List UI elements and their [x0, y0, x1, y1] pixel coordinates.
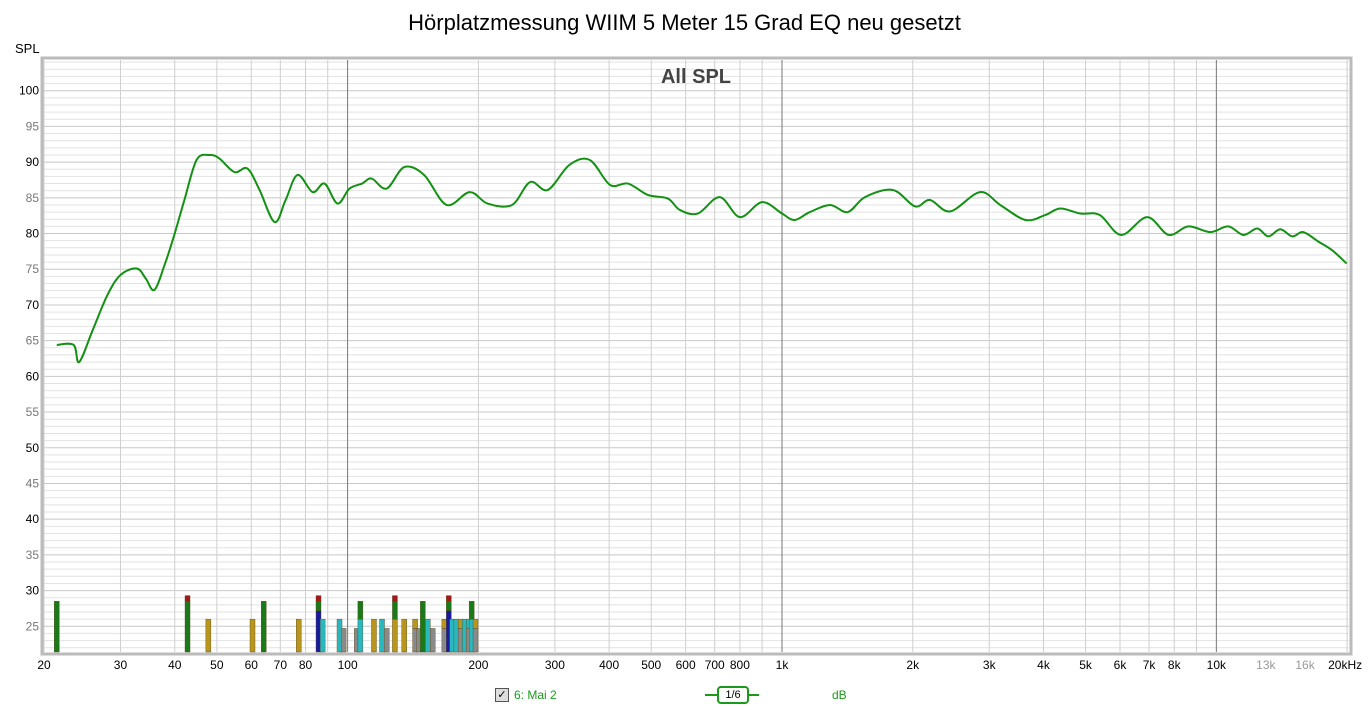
x-tick-label: 600	[676, 658, 696, 672]
x-tick-label: 2k	[906, 658, 920, 672]
y-tick-label: 35	[26, 548, 40, 562]
measurement-checkbox[interactable]: ✓	[495, 688, 509, 702]
y-tick-label: 75	[26, 262, 40, 276]
x-tick-label: 50	[210, 658, 224, 672]
x-tick-label: 700	[705, 658, 725, 672]
spl-curve	[56, 153, 1348, 364]
filter-marker-bar	[441, 628, 448, 653]
x-tick-label: 3k	[983, 658, 997, 672]
y-tick-label: 40	[26, 512, 40, 526]
unit-label: dB	[832, 688, 847, 702]
filter-marker-bar	[446, 601, 452, 611]
filter-marker-bar	[441, 618, 448, 629]
x-tick-label: 500	[641, 658, 661, 672]
y-axis-label: SPL	[15, 41, 40, 56]
x-tick-label: 20	[37, 658, 51, 672]
filter-marker-bar	[430, 628, 436, 653]
filter-marker-bar	[315, 595, 322, 602]
x-tick-label: 10k	[1207, 658, 1227, 672]
filter-marker-bar	[412, 618, 418, 629]
filter-marker-bar	[340, 628, 347, 653]
x-tick-label: 800	[730, 658, 750, 672]
filter-marker-bar	[261, 601, 267, 653]
filter-marker-bar	[315, 601, 322, 611]
x-tick-label: 40	[168, 658, 182, 672]
filter-marker-bar	[383, 628, 390, 653]
y-tick-label: 30	[26, 584, 40, 598]
filter-marker-bar	[296, 618, 302, 653]
x-tick-label: 13k	[1256, 658, 1276, 672]
filter-marker-bar	[392, 618, 398, 653]
y-tick-label: 55	[26, 405, 40, 419]
x-tick-label: 6k	[1114, 658, 1128, 672]
filter-marker-bar	[205, 618, 212, 653]
y-tick-label: 50	[26, 441, 40, 455]
y-tick-label: 70	[26, 298, 40, 312]
filter-marker-bar	[357, 601, 364, 620]
y-tick-label: 100	[19, 84, 39, 98]
x-tick-label: 60	[245, 658, 259, 672]
x-tick-label: 100	[338, 658, 358, 672]
filter-marker-bar	[249, 618, 256, 653]
x-tick-label: 5k	[1079, 658, 1093, 672]
x-tick-label: 400	[599, 658, 619, 672]
filter-marker-bar	[468, 601, 475, 620]
x-tick-label: 200	[468, 658, 488, 672]
y-tick-label: 90	[26, 155, 40, 169]
filter-marker-bar	[392, 601, 398, 620]
filter-marker-bar	[319, 618, 326, 653]
x-tick-label: 7k	[1143, 658, 1157, 672]
plot-frame	[40, 56, 1353, 656]
filter-marker-bar	[357, 618, 364, 653]
filter-marker-bar	[184, 595, 191, 602]
filter-marker-bar	[392, 595, 398, 602]
filter-marker-bar	[379, 618, 385, 653]
x-tick-label: 8k	[1168, 658, 1182, 672]
smoothing-value: 1/6	[717, 686, 749, 704]
y-tick-label: 65	[26, 334, 40, 348]
filter-marker-bar	[54, 601, 60, 653]
chart-subtitle: All SPL	[661, 66, 731, 88]
x-tick-label: 4k	[1037, 658, 1051, 672]
x-tick-label: 30	[114, 658, 128, 672]
filter-marker-bar	[420, 601, 426, 653]
measurement-label[interactable]: 6: Mai 2	[514, 688, 557, 702]
y-tick-label: 25	[26, 619, 40, 633]
y-tick-label: 80	[26, 227, 40, 241]
y-tick-label: 45	[26, 476, 40, 490]
x-tick-label: 70	[274, 658, 288, 672]
filter-marker-bar	[184, 601, 191, 653]
filter-marker-bar	[371, 618, 377, 653]
filter-marker-bar	[446, 595, 452, 602]
x-tick-label: 16k	[1295, 658, 1315, 672]
filter-marker-bar	[472, 628, 479, 653]
y-tick-label: 95	[26, 119, 40, 133]
filter-marker-bar	[401, 618, 407, 653]
filter-marker-bar	[425, 618, 431, 653]
plot-background	[44, 60, 1349, 652]
x-tick-label: 300	[545, 658, 565, 672]
filter-marker-bar	[472, 618, 479, 629]
smoothing-indicator[interactable]: 1/6	[705, 686, 759, 704]
y-tick-label: 85	[26, 191, 40, 205]
chart-title: Hörplatzmessung WIIM 5 Meter 15 Grad EQ …	[408, 10, 961, 35]
x-tick-label: 80	[299, 658, 313, 672]
y-tick-label: 60	[26, 369, 40, 383]
x-tick-label: 20kHz	[1328, 658, 1362, 672]
x-tick-label: 1k	[776, 658, 790, 672]
